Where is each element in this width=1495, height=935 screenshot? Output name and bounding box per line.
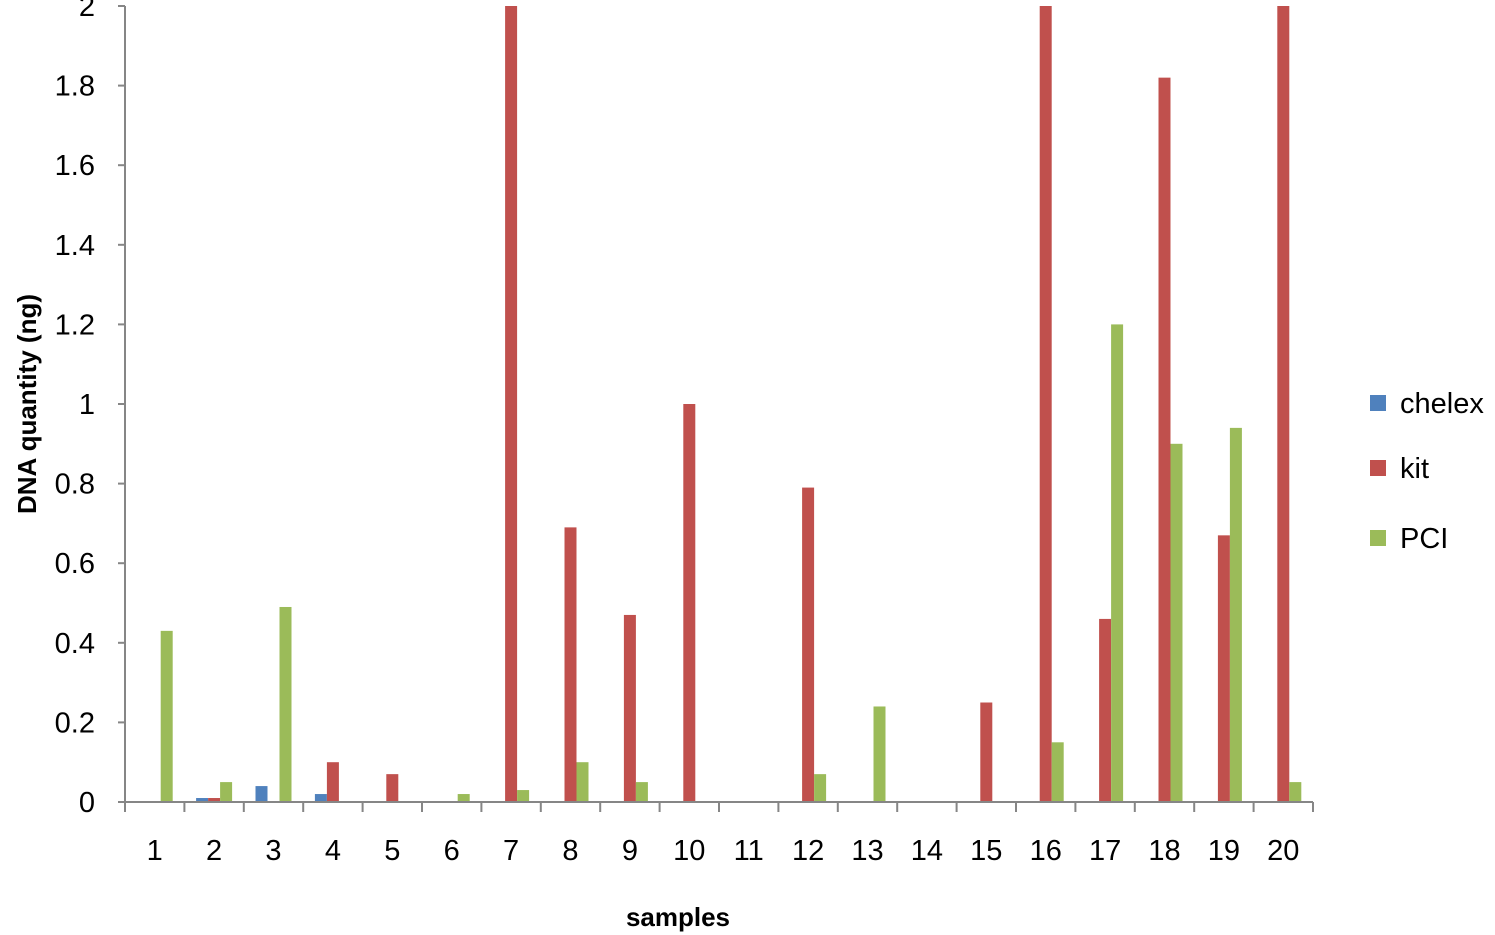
y-tick-label: 0.8 [55, 469, 95, 501]
y-tick-label: 1.4 [55, 230, 95, 262]
y-tick-label: 1.8 [55, 71, 95, 103]
y-tick-label: 0 [79, 787, 95, 819]
y-tick-label: 0.2 [55, 707, 95, 739]
bar-kit-10 [683, 404, 696, 802]
y-tick-label: 0.6 [55, 548, 95, 580]
bar-pci-13 [873, 706, 886, 802]
x-tick-label: 9 [622, 835, 638, 867]
bar-kit-18 [1158, 77, 1171, 802]
y-tick-label: 0.4 [55, 628, 95, 660]
bar-kit-7 [505, 6, 518, 802]
bar-pci-17 [1111, 324, 1124, 802]
x-tick-label: 14 [911, 835, 943, 867]
bar-pci-3 [279, 606, 292, 802]
bar-pci-7 [517, 790, 530, 802]
x-tick-label: 15 [970, 835, 1002, 867]
x-tick-label: 1 [147, 835, 163, 867]
bar-pci-2 [220, 782, 233, 802]
bar-kit-15 [980, 702, 993, 802]
bar-kit-5 [386, 774, 399, 802]
bar-chelex-2 [196, 798, 209, 802]
legend-label-kit: kit [1400, 453, 1429, 485]
x-tick-label: 5 [384, 835, 400, 867]
bar-kit-9 [623, 614, 636, 802]
x-tick-label: 8 [562, 835, 578, 867]
y-tick-label: 2 [79, 0, 95, 23]
legend-swatch-kit [1370, 460, 1386, 476]
x-tick-label: 11 [734, 835, 764, 867]
x-tick-label: 3 [265, 835, 281, 867]
x-tick-label: 4 [325, 835, 341, 867]
legend-label-pci: PCI [1400, 523, 1448, 555]
bar-kit-20 [1277, 6, 1290, 802]
bar-kit-17 [1099, 618, 1112, 802]
bar-kit-19 [1217, 535, 1230, 802]
legend-swatch-pci [1370, 530, 1386, 546]
bar-chelex-3 [255, 786, 268, 802]
x-tick-label: 19 [1208, 835, 1240, 867]
legend-label-chelex: chelex [1400, 388, 1484, 420]
bar-pci-8 [576, 762, 589, 802]
y-tick-label: 1.6 [55, 150, 95, 182]
bar-kit-2 [208, 798, 221, 802]
x-tick-label: 18 [1148, 835, 1180, 867]
bar-pci-6 [457, 794, 470, 802]
x-tick-label: 13 [851, 835, 883, 867]
bar-kit-12 [802, 487, 815, 802]
x-tick-label: 20 [1267, 835, 1299, 867]
x-tick-label: 6 [444, 835, 460, 867]
y-ticks-layer: 0 0.2 0.4 0.6 0.8 1 1.2 1.4 1.6 1.8 2 [55, 0, 125, 819]
x-tick-label: 2 [206, 835, 222, 867]
bar-kit-8 [564, 527, 577, 802]
y-tick-label: 1.2 [55, 309, 95, 341]
x-tick-label: 12 [792, 835, 824, 867]
x-axis-title: samples [626, 902, 730, 932]
bar-pci-18 [1170, 443, 1183, 802]
legend-swatch-chelex [1370, 395, 1386, 411]
x-tick-label: 16 [1030, 835, 1062, 867]
bar-kit-16 [1039, 6, 1052, 802]
axes-layer [124, 6, 1313, 803]
bar-kit-4 [326, 762, 339, 802]
bars-layer [160, 6, 1302, 802]
bar-chelex-4 [314, 794, 327, 802]
x-tick-label: 7 [503, 835, 519, 867]
bar-pci-19 [1229, 427, 1242, 802]
bar-pci-9 [635, 782, 648, 802]
bar-pci-1 [160, 630, 173, 802]
bar-pci-20 [1289, 782, 1302, 802]
legend: chelex kit PCI [1370, 388, 1484, 555]
y-tick-label: 1 [79, 389, 95, 421]
bar-pci-16 [1051, 742, 1064, 802]
x-tick-label: 17 [1089, 835, 1121, 867]
x-ticks-layer: 1 2 3 4 5 6 7 8 9 10 11 12 13 14 15 16 17 18 19 20 [124, 802, 1314, 867]
bar-pci-12 [814, 774, 827, 802]
y-axis-title: DNA quantity (ng) [12, 294, 42, 514]
x-tick-label: 10 [673, 835, 705, 867]
